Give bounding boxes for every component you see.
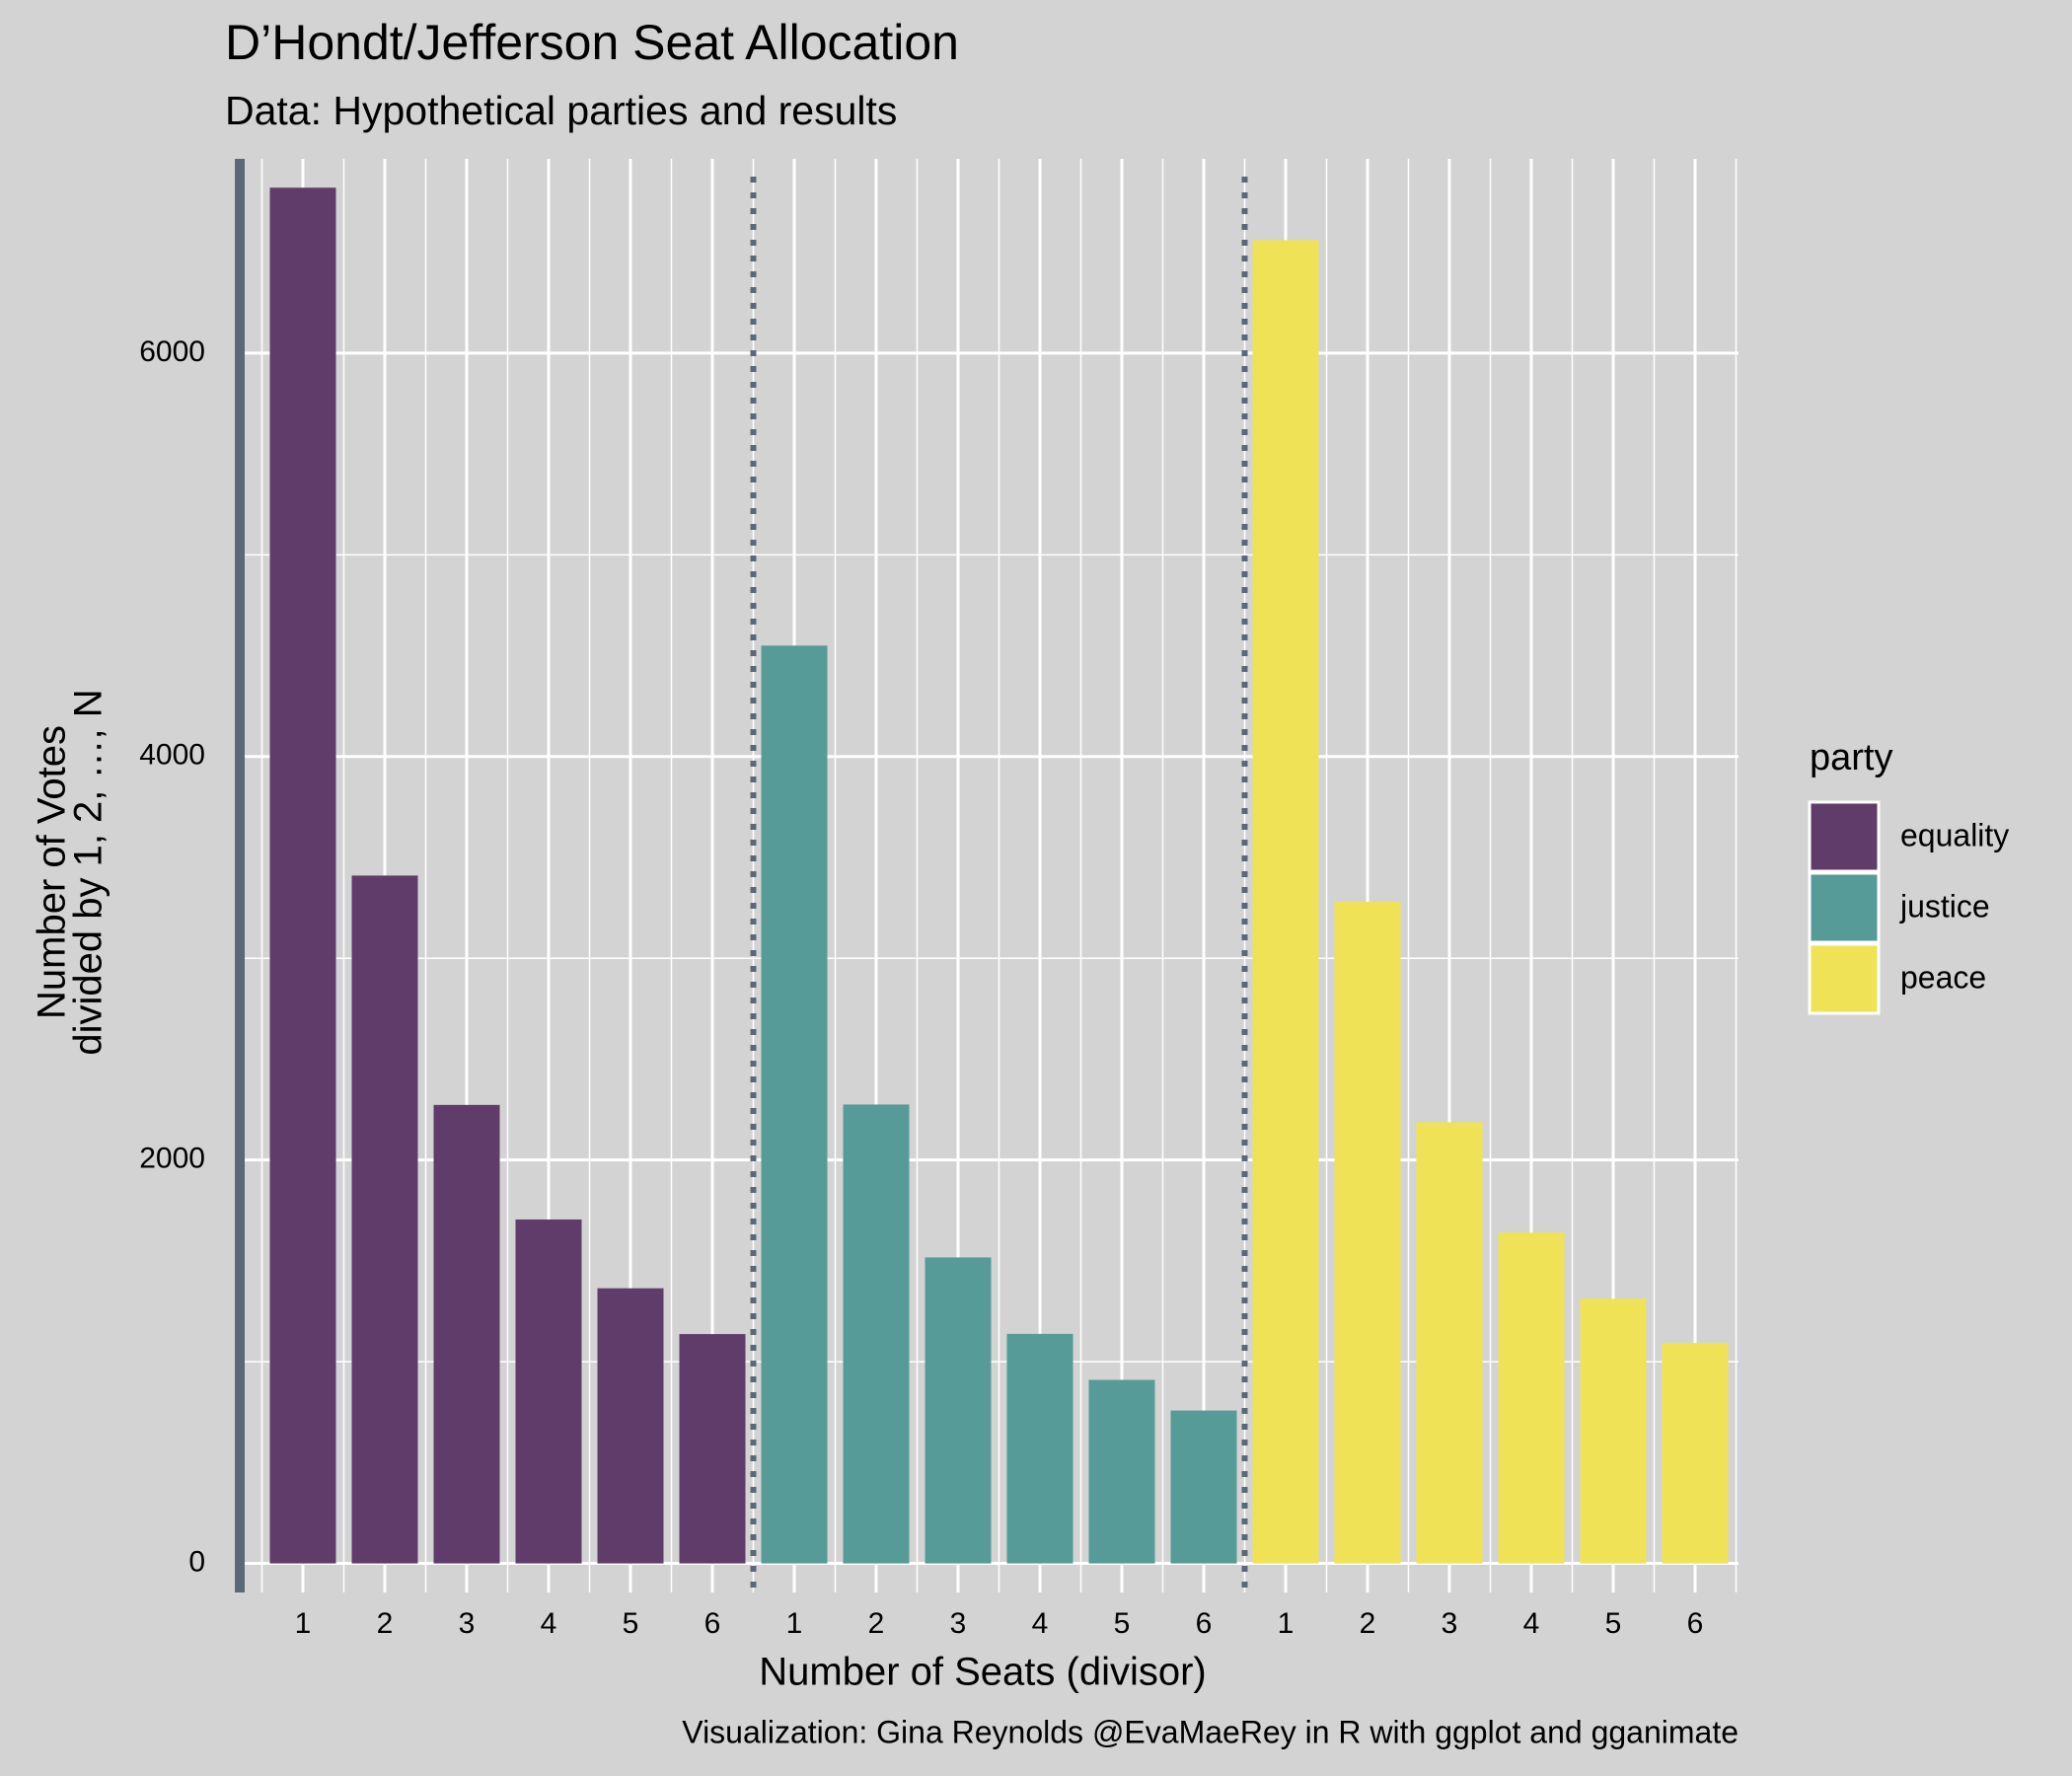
legend-key xyxy=(1808,871,1881,944)
chart-title: D’Hondt/Jefferson Seat Allocation xyxy=(225,15,959,70)
x-tick-label: 1 xyxy=(786,1607,803,1640)
y-tick-label: 0 xyxy=(188,1545,205,1578)
x-tick-label: 3 xyxy=(1442,1607,1458,1640)
x-tick-label: 1 xyxy=(1278,1607,1295,1640)
bar xyxy=(433,1104,500,1564)
x-tick-label: 6 xyxy=(1196,1607,1213,1640)
bar xyxy=(679,1334,746,1564)
bar xyxy=(1170,1410,1237,1564)
y-tick-label: 6000 xyxy=(139,335,205,368)
legend-title: party xyxy=(1810,737,1892,778)
x-tick-label: 4 xyxy=(1523,1607,1540,1640)
x-tick-label: 2 xyxy=(868,1607,885,1640)
bar xyxy=(269,187,336,1564)
legend-label: justice xyxy=(1899,888,1990,924)
y-axis-label: Number of Votes xyxy=(31,725,74,1019)
x-tick-label: 3 xyxy=(459,1607,476,1640)
legend-key xyxy=(1808,942,1881,1015)
bar xyxy=(1662,1343,1729,1564)
x-tick-label: 1 xyxy=(295,1607,312,1640)
x-tick-label: 3 xyxy=(950,1607,967,1640)
bar xyxy=(925,1257,992,1564)
bar xyxy=(1252,240,1319,1564)
x-axis-label: Number of Seats (divisor) xyxy=(759,1651,1206,1694)
y-tick-label: 4000 xyxy=(139,739,205,772)
legend-label: peace xyxy=(1900,959,1986,995)
marks xyxy=(269,187,1729,1564)
caption: Visualization: Gina Reynolds @EvaMaeRey … xyxy=(682,1714,1739,1749)
legend-label: equality xyxy=(1900,817,2009,852)
x-tick-label: 2 xyxy=(1360,1607,1376,1640)
bar xyxy=(1334,901,1401,1564)
y-tick-label: 2000 xyxy=(139,1143,205,1175)
bar xyxy=(843,1104,910,1564)
x-tick-label: 6 xyxy=(1687,1607,1704,1640)
legend-key xyxy=(1808,800,1881,873)
x-tick-label: 2 xyxy=(377,1607,394,1640)
bar xyxy=(1416,1122,1483,1564)
bar xyxy=(351,875,418,1564)
x-tick-label: 6 xyxy=(704,1607,721,1640)
x-tick-label: 5 xyxy=(1114,1607,1131,1640)
x-tick-label: 4 xyxy=(541,1607,557,1640)
bar xyxy=(1088,1379,1155,1564)
bar xyxy=(1498,1232,1565,1564)
x-tick-label: 5 xyxy=(1605,1607,1622,1640)
bar xyxy=(761,645,828,1564)
bar xyxy=(597,1288,664,1564)
bar xyxy=(515,1219,582,1564)
y-axis-label: divided by 1, 2, …, N xyxy=(67,689,111,1055)
x-tick-label: 4 xyxy=(1032,1607,1049,1640)
x-tick-label: 5 xyxy=(623,1607,639,1640)
bar xyxy=(1580,1298,1647,1564)
bar xyxy=(1006,1333,1073,1564)
chart-subtitle: Data: Hypothetical parties and results xyxy=(225,88,897,133)
